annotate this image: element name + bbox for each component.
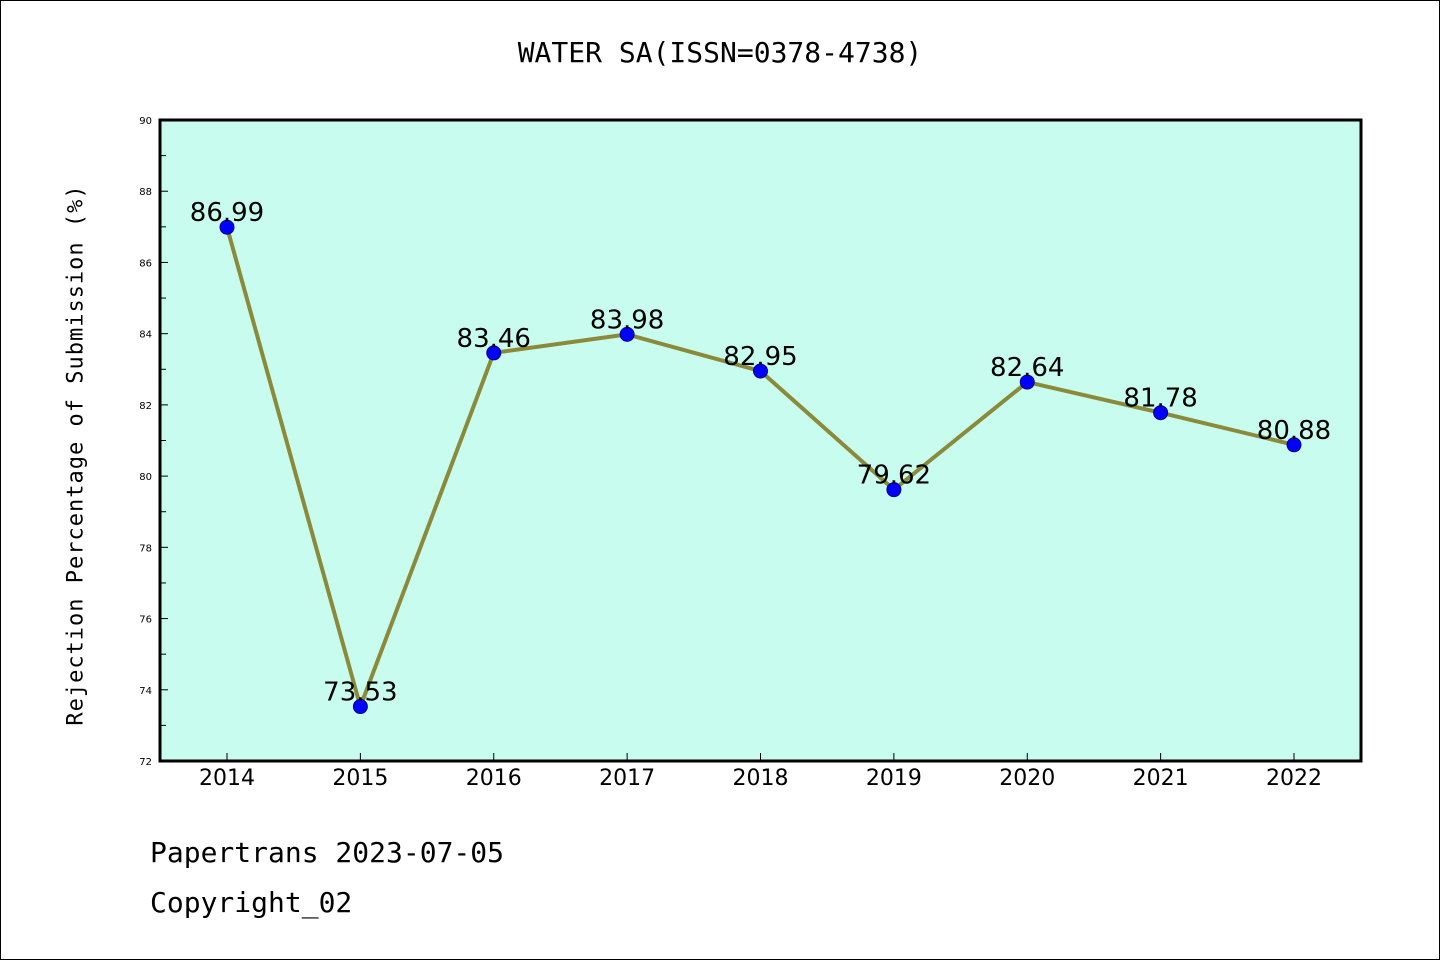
data-point (619, 326, 635, 342)
data-point (486, 345, 502, 361)
data-label: 82.95 (723, 342, 797, 372)
data-label: 81.78 (1123, 384, 1197, 414)
y-tick-label: 80 (139, 472, 152, 483)
y-tick-label: 88 (139, 187, 152, 198)
data-label: 83.46 (457, 324, 531, 354)
x-tick-label: 2020 (999, 766, 1055, 791)
y-tick-label: 84 (139, 330, 152, 341)
y-tick-label: 74 (139, 686, 152, 697)
data-label: 86.99 (190, 198, 264, 228)
x-tick-label: 2018 (733, 766, 789, 791)
y-tick-label: 78 (139, 543, 152, 554)
plot-area (160, 120, 1361, 761)
y-tick-label: 86 (139, 258, 152, 269)
footer-date: Papertrans 2023-07-05 (150, 836, 505, 869)
chart-title: WATER SA(ISSN=0378-4738) (517, 36, 923, 69)
x-tick-label: 2017 (599, 766, 655, 791)
data-label: 79.62 (857, 461, 931, 491)
x-tick-label: 2021 (1133, 766, 1189, 791)
data-point (753, 363, 768, 379)
data-point (1286, 437, 1302, 453)
y-tick-label: 90 (139, 116, 152, 127)
y-tick-label: 72 (139, 757, 152, 768)
data-label: 82.64 (990, 353, 1064, 383)
x-tick-label: 2015 (332, 766, 388, 791)
data-label: 80.88 (1257, 416, 1331, 446)
data-point (352, 699, 368, 715)
x-tick-label: 2014 (199, 766, 255, 791)
data-label: 83.98 (590, 305, 664, 335)
y-tick-label: 76 (139, 615, 152, 626)
data-point (1153, 405, 1169, 421)
x-tick-label: 2022 (1266, 766, 1322, 791)
data-point (886, 482, 902, 498)
plot-frame (158, 118, 1363, 763)
y-tick-label: 82 (139, 401, 152, 412)
data-point (1019, 374, 1035, 390)
footer-copyright: Copyright_02 (150, 886, 353, 919)
x-tick-label: 2019 (866, 766, 922, 791)
x-tick-label: 2016 (466, 766, 522, 791)
data-label: 73.53 (323, 678, 397, 708)
data-point (219, 219, 235, 235)
